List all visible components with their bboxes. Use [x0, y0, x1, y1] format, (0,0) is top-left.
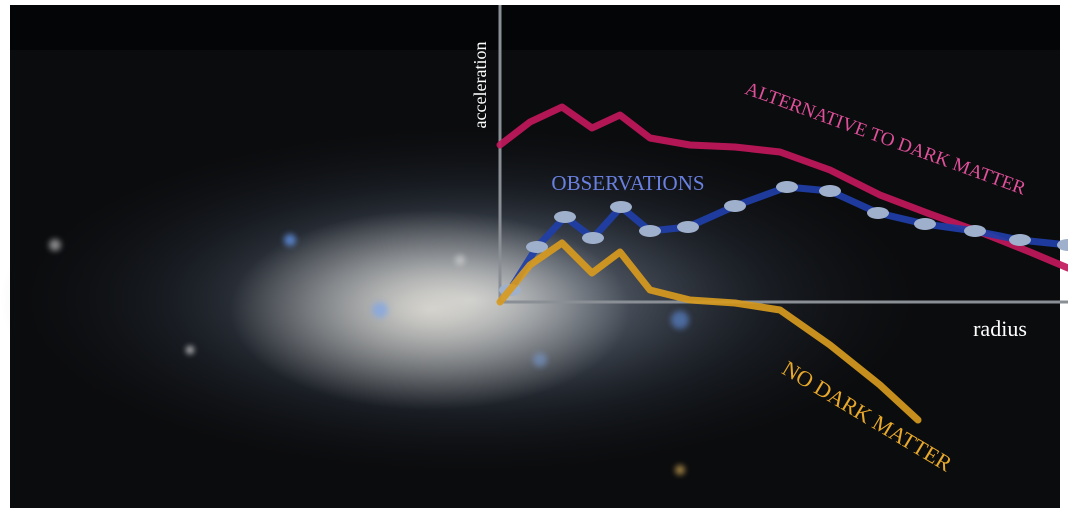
marker: [639, 225, 661, 237]
marker: [819, 185, 841, 197]
marker: [526, 241, 548, 253]
marker: [914, 218, 936, 230]
stars: [49, 234, 689, 475]
marker: [724, 200, 746, 212]
series-line: [496, 239, 922, 424]
marker: [1057, 239, 1068, 251]
marker: [610, 201, 632, 213]
marker: [1009, 234, 1031, 246]
series-label: OBSERVATIONS: [551, 171, 704, 195]
marker: [776, 181, 798, 193]
y-axis-label: acceleration: [470, 42, 490, 129]
marker: [964, 225, 986, 237]
top-band: [10, 5, 1060, 50]
marker: [582, 232, 604, 244]
marker: [554, 211, 576, 223]
marker: [867, 207, 889, 219]
x-axis-label: radius: [973, 316, 1027, 341]
marker: [677, 221, 699, 233]
